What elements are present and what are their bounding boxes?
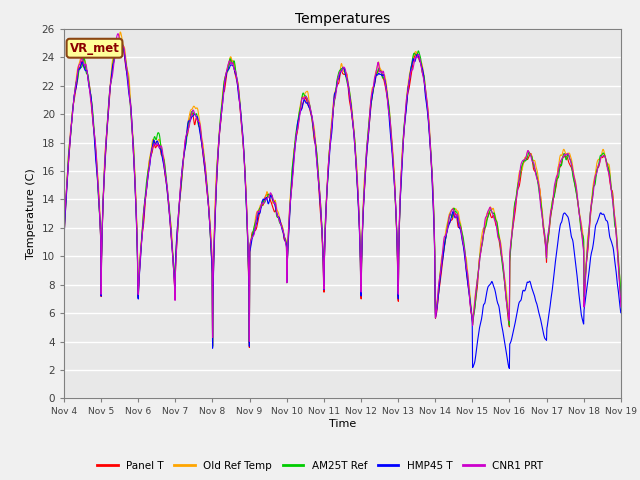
Title: Temperatures: Temperatures xyxy=(295,12,390,26)
Y-axis label: Temperature (C): Temperature (C) xyxy=(26,168,36,259)
X-axis label: Time: Time xyxy=(329,419,356,429)
Text: VR_met: VR_met xyxy=(70,42,120,55)
Legend: Panel T, Old Ref Temp, AM25T Ref, HMP45 T, CNR1 PRT: Panel T, Old Ref Temp, AM25T Ref, HMP45 … xyxy=(93,456,547,475)
